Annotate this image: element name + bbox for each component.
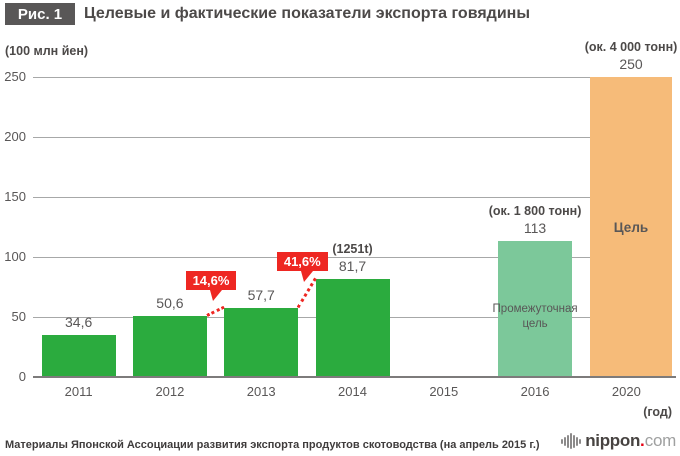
- y-tick-label: 100: [4, 249, 26, 264]
- bar-inner-label: Цель: [613, 219, 649, 235]
- nippon-logo-dot: .: [640, 431, 645, 450]
- bar-value-label: 34,6: [65, 314, 93, 331]
- bar-annotation: (1251t): [332, 241, 373, 256]
- growth-badge: 14,6%: [185, 271, 237, 302]
- x-tick-label: 2014: [338, 384, 367, 399]
- gridline: [33, 196, 672, 198]
- bar-inner-label: Промежуточная цель: [492, 303, 578, 331]
- x-tick-label: 2015: [429, 384, 459, 399]
- growth-badge-tail: [209, 290, 222, 302]
- y-tick-label: 250: [4, 69, 26, 84]
- x-axis-line: [33, 376, 676, 378]
- bar-annotation: (ок. 4 000 тонн): [584, 40, 678, 54]
- x-tick-label: 2013: [246, 384, 276, 399]
- y-axis-unit-label: (100 млн йен): [5, 44, 89, 58]
- x-tick-label: 2020: [611, 384, 641, 399]
- y-tick-label: 200: [4, 129, 26, 144]
- bar-value-label: 250: [619, 56, 643, 72]
- bar-value-label: 81,7: [338, 257, 367, 274]
- x-tick-label: 2016: [520, 384, 550, 399]
- nippon-logo-icon: [561, 432, 582, 450]
- y-tick-label: 150: [4, 189, 26, 204]
- nippon-logo[interactable]: nippon. com: [561, 431, 676, 451]
- nippon-logo-tld: com: [644, 431, 677, 450]
- gridline: [33, 256, 672, 258]
- bar-2014: [315, 278, 390, 377]
- bar-value-label: 113: [523, 220, 547, 237]
- x-axis-unit-label: (год): [643, 405, 672, 419]
- gridline: [33, 76, 672, 78]
- figure-number-badge: Рис. 1: [5, 3, 75, 25]
- growth-badge: 41,6%: [276, 252, 328, 283]
- growth-badge-tail: [300, 271, 313, 283]
- y-tick-label: 50: [11, 309, 26, 324]
- bar-2011: [41, 335, 116, 377]
- bar-value-label: 50,6: [156, 295, 184, 312]
- source-note: Материалы Японской Ассоциации развития э…: [5, 439, 540, 451]
- bar-2013: [224, 307, 299, 377]
- growth-badge-label: 14,6%: [185, 271, 237, 291]
- page-title: Целевые и фактические показатели экспорт…: [84, 5, 530, 22]
- bar-2016: Промежуточная цель: [493, 241, 578, 377]
- growth-badge-label: 41,6%: [276, 252, 328, 272]
- nippon-logo-name: nippon: [585, 431, 641, 450]
- bar-2012: [132, 316, 207, 377]
- bar-annotation: (ок. 1 800 тонн): [488, 204, 582, 219]
- gridline: [33, 136, 672, 138]
- x-tick-label: 2012: [155, 384, 185, 399]
- bar-2020: Цель: [590, 77, 672, 377]
- x-tick-label: 2011: [64, 384, 93, 399]
- bar-value-label: 57,7: [247, 286, 275, 303]
- y-tick-label: 0: [18, 369, 26, 384]
